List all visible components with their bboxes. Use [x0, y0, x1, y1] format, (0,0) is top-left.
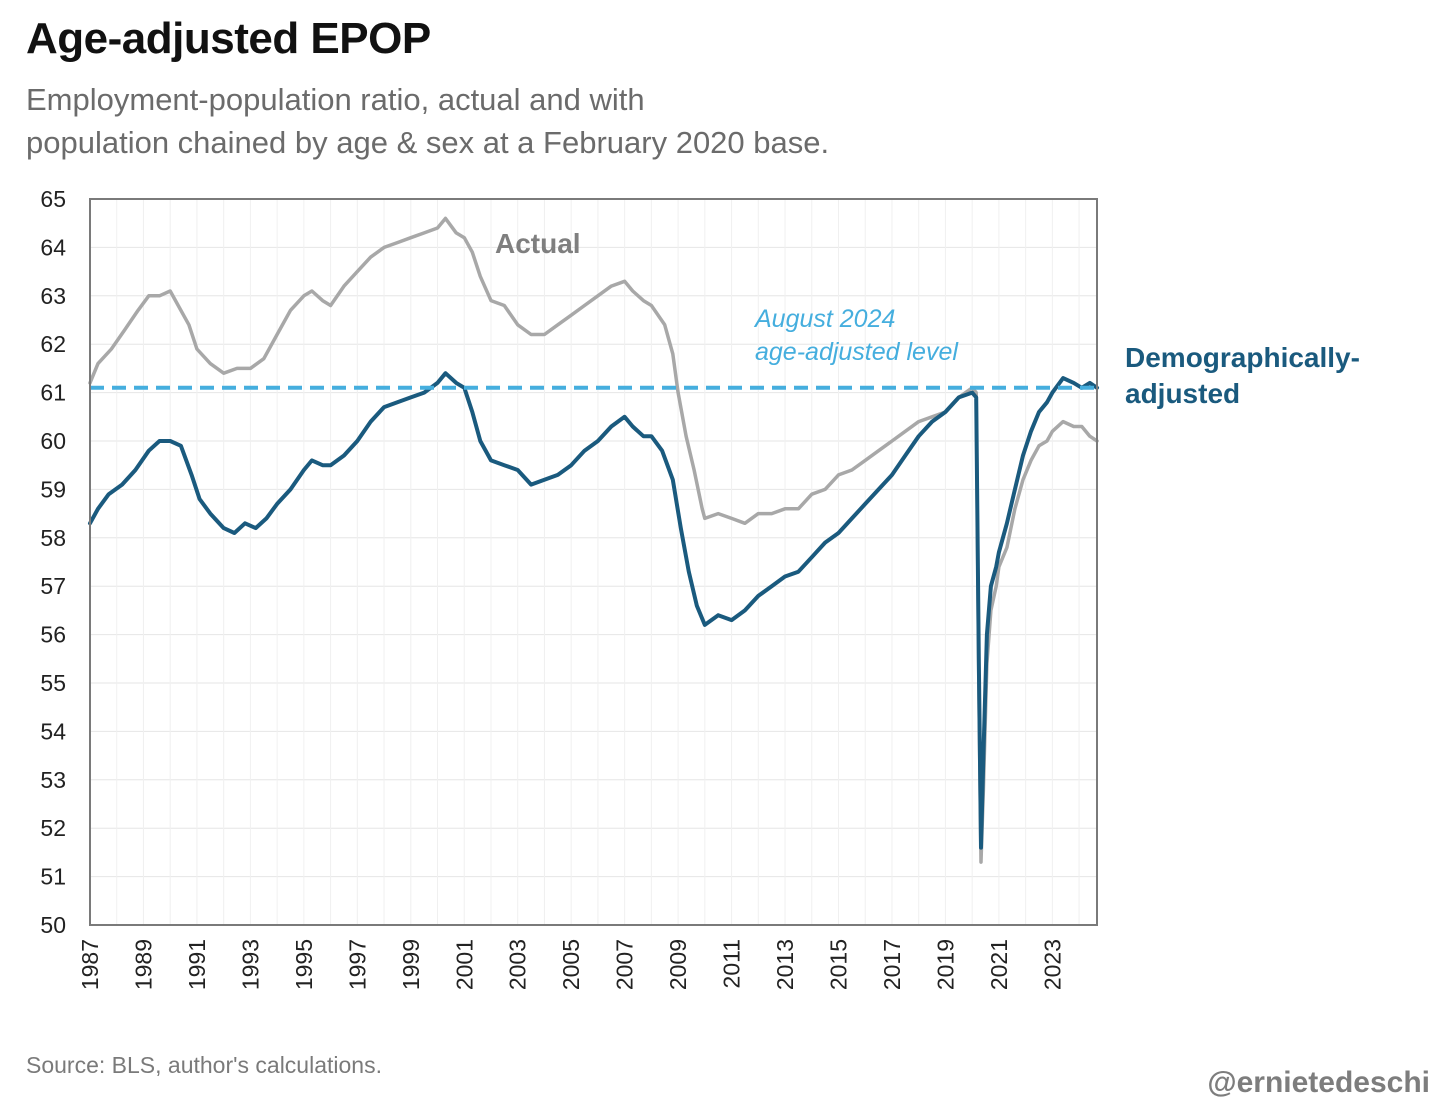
subtitle-line-2: population chained by age & sex at a Feb…	[26, 125, 830, 160]
y-tick-label: 50	[40, 912, 66, 938]
y-tick-label: 62	[40, 331, 66, 357]
chart-subtitle: Employment-population ratio, actual and …	[26, 78, 1026, 164]
x-tick-label: 1987	[77, 939, 103, 990]
x-tick-label: 2017	[879, 939, 905, 990]
y-tick-label: 52	[40, 815, 66, 841]
chart-title: Age-adjusted EPOP	[26, 14, 431, 63]
x-tick-label: 2001	[451, 939, 477, 990]
x-tick-label: 2013	[772, 939, 798, 990]
x-tick-label: 2011	[719, 939, 745, 988]
y-tick-label: 63	[40, 283, 66, 309]
y-tick-label: 60	[40, 428, 66, 454]
y-tick-label: 65	[40, 186, 66, 212]
y-tick-label: 57	[40, 573, 66, 599]
x-tick-label: 1997	[344, 939, 370, 990]
y-tick-label: 51	[40, 864, 66, 890]
series-lines	[88, 216, 1099, 864]
reference-label-line-2: age-adjusted level	[755, 338, 959, 366]
y-tick-label: 64	[40, 234, 66, 260]
series-line-demographically-adjusted	[88, 371, 1099, 850]
y-tick-label: 53	[40, 767, 66, 793]
series-label-actual: Actual	[495, 228, 581, 259]
series-label-demographically-adjusted-1: Demographically-	[1125, 342, 1360, 373]
x-tick-label: 2019	[932, 939, 958, 990]
plot-frame	[89, 198, 1098, 926]
x-tick-label: 2005	[558, 939, 584, 990]
x-tick-label: 2003	[505, 939, 531, 990]
subtitle-line-1: Employment-population ratio, actual and …	[26, 82, 645, 117]
x-tick-label: 1993	[237, 939, 263, 990]
y-tick-label: 54	[40, 718, 66, 744]
source-note: Source: BLS, author's calculations.	[26, 1052, 382, 1078]
x-tick-label: 2007	[612, 939, 638, 990]
series-line-actual	[88, 216, 1099, 864]
y-tick-label: 58	[40, 525, 66, 551]
x-tick-label: 2015	[826, 939, 852, 990]
grid-lines	[90, 199, 1097, 925]
x-tick-label: 1991	[184, 939, 210, 990]
y-tick-label: 61	[40, 380, 66, 406]
y-tick-label: 59	[40, 476, 66, 502]
x-tick-label: 2021	[986, 939, 1012, 990]
x-tick-label: 2009	[665, 939, 691, 990]
y-axis-ticks: 50 51 52 53 54 55 56 57 58 59 60 61 62 63 64 65	[40, 186, 66, 938]
x-tick-label: 1999	[398, 939, 424, 990]
series-label-demographically-adjusted-2: adjusted	[1125, 378, 1240, 409]
x-tick-label: 1995	[291, 939, 317, 990]
y-tick-label: 56	[40, 622, 66, 648]
author-handle: @ernietedeschi	[1207, 1066, 1430, 1099]
y-tick-label: 55	[40, 670, 66, 696]
x-tick-label: 1989	[130, 939, 156, 990]
x-tick-label: 2023	[1039, 939, 1065, 990]
reference-label-line-1: August 2024	[753, 305, 895, 333]
x-axis-ticks: 1987 1989 1991 1993 1995 1997 1999 2001 2003 2005…	[77, 939, 1065, 990]
